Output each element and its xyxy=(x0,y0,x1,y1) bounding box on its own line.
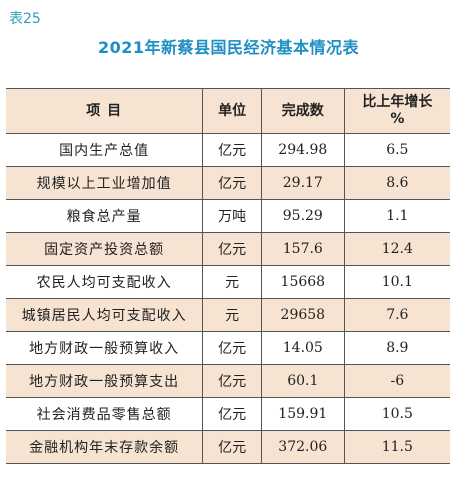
table-row: 粮食总产量 万吨 95.29 1.1 xyxy=(6,199,450,233)
row-growth: 12.4 xyxy=(343,232,450,266)
row-item: 粮食总产量 xyxy=(6,199,203,233)
row-growth: 1.1 xyxy=(343,199,450,233)
row-unit: 亿元 xyxy=(202,397,262,431)
table-row: 国内生产总值 亿元 294.98 6.5 xyxy=(6,133,450,167)
row-unit: 元 xyxy=(202,265,262,299)
row-completed: 14.05 xyxy=(260,331,345,365)
row-growth: 8.6 xyxy=(343,166,450,200)
row-unit: 亿元 xyxy=(202,232,262,266)
row-growth: 7.6 xyxy=(343,298,450,332)
row-growth: 6.5 xyxy=(343,133,450,167)
table-row: 城镇居民人均可支配收入 元 29658 7.6 xyxy=(6,298,450,332)
table-number-label: 表25 xyxy=(9,11,41,27)
row-completed: 29.17 xyxy=(260,166,345,200)
row-item: 城镇居民人均可支配收入 xyxy=(6,298,203,332)
header-unit: 单位 xyxy=(202,88,262,134)
row-completed: 157.6 xyxy=(260,232,345,266)
row-item: 规模以上工业增加值 xyxy=(6,166,203,200)
row-item: 国内生产总值 xyxy=(6,133,203,167)
table-title: 2021年新蔡县国民经济基本情况表 xyxy=(97,38,360,57)
table-row: 地方财政一般预算支出 亿元 60.1 -6 xyxy=(6,364,450,398)
header-item: 项 目 xyxy=(6,88,203,134)
row-completed: 15668 xyxy=(260,265,345,299)
row-unit: 元 xyxy=(202,298,262,332)
header-growth: 比上年增长 % xyxy=(343,88,450,134)
table-row: 农民人均可支配收入 元 15668 10.1 xyxy=(6,265,450,299)
header-completed: 完成数 xyxy=(260,88,345,134)
economic-stats-table: 项 目 单位 完成数 比上年增长 % 国内生产总值 亿元 294.98 6.5 … xyxy=(6,88,450,464)
row-unit: 万吨 xyxy=(202,199,262,233)
row-completed: 372.06 xyxy=(260,430,345,464)
row-item: 固定资产投资总额 xyxy=(6,232,203,266)
table-header-row: 项 目 单位 完成数 比上年增长 % xyxy=(6,88,450,134)
row-unit: 亿元 xyxy=(202,331,262,365)
row-unit: 亿元 xyxy=(202,430,262,464)
table-row: 规模以上工业增加值 亿元 29.17 8.6 xyxy=(6,166,450,200)
row-growth: 8.9 xyxy=(343,331,450,365)
row-growth: 10.5 xyxy=(343,397,450,431)
row-item: 农民人均可支配收入 xyxy=(6,265,203,299)
table-row: 固定资产投资总额 亿元 157.6 12.4 xyxy=(6,232,450,266)
row-unit: 亿元 xyxy=(202,133,262,167)
row-unit: 亿元 xyxy=(202,166,262,200)
table-row: 金融机构年末存款余额 亿元 372.06 11.5 xyxy=(6,430,450,464)
row-unit: 亿元 xyxy=(202,364,262,398)
row-completed: 60.1 xyxy=(260,364,345,398)
header-growth-line1: 比上年增长 xyxy=(362,94,433,110)
row-growth: 10.1 xyxy=(343,265,450,299)
table-row: 地方财政一般预算收入 亿元 14.05 8.9 xyxy=(6,331,450,365)
header-growth-line2: % xyxy=(390,111,405,127)
row-growth: -6 xyxy=(343,364,450,398)
row-completed: 159.91 xyxy=(260,397,345,431)
row-item: 地方财政一般预算支出 xyxy=(6,364,203,398)
row-completed: 95.29 xyxy=(260,199,345,233)
row-completed: 294.98 xyxy=(260,133,345,167)
row-item: 地方财政一般预算收入 xyxy=(6,331,203,365)
row-item: 金融机构年末存款余额 xyxy=(6,430,203,464)
row-item: 社会消费品零售总额 xyxy=(6,397,203,431)
row-growth: 11.5 xyxy=(343,430,450,464)
table-row: 社会消费品零售总额 亿元 159.91 10.5 xyxy=(6,397,450,431)
row-completed: 29658 xyxy=(260,298,345,332)
